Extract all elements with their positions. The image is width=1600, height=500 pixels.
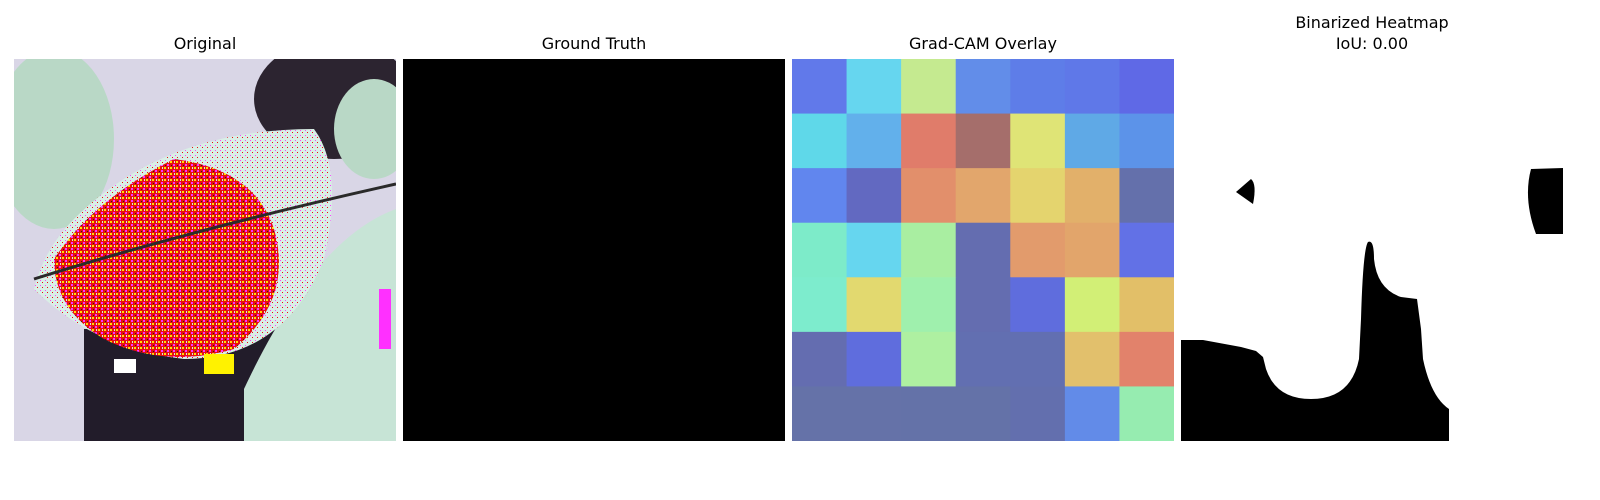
heatmap-cell bbox=[1064, 277, 1120, 333]
heatmap-cell bbox=[1119, 277, 1174, 333]
heatmap-cell bbox=[955, 277, 1011, 333]
panel-binarized: Binarized Heatmap IoU: 0.00 bbox=[1181, 0, 1563, 500]
gradcam-heatmap bbox=[792, 59, 1174, 441]
heatmap-cell bbox=[846, 331, 902, 387]
heatmap-cell bbox=[1119, 168, 1174, 224]
heatmap-cell bbox=[846, 168, 902, 224]
heatmap-cell bbox=[1010, 386, 1066, 441]
heatmap-cell bbox=[846, 386, 902, 441]
heatmap-cell bbox=[846, 113, 902, 169]
heatmap-cell bbox=[1119, 113, 1174, 169]
iou-label: IoU: 0.00 bbox=[1335, 34, 1409, 53]
panel-title: Grad-CAM Overlay bbox=[909, 34, 1057, 53]
heatmap-cell bbox=[1064, 331, 1120, 387]
panel-title: Binarized Heatmap bbox=[1295, 13, 1449, 32]
heatmap-cell bbox=[955, 331, 1011, 387]
heatmap-cell bbox=[1119, 222, 1174, 278]
heatmap-cell bbox=[792, 168, 848, 224]
heatmap-cell bbox=[792, 386, 848, 441]
heatmap-cell bbox=[901, 277, 957, 333]
heatmap-cell bbox=[792, 222, 848, 278]
heatmap-cell bbox=[955, 168, 1011, 224]
heatmap-cell bbox=[901, 168, 957, 224]
heatmap-cell bbox=[846, 277, 902, 333]
original-image bbox=[14, 59, 396, 441]
heatmap-cell bbox=[1010, 168, 1066, 224]
heatmap-cell bbox=[901, 59, 957, 115]
heatmap-cell bbox=[955, 113, 1011, 169]
heatmap-cell bbox=[1010, 222, 1066, 278]
heatmap-cell bbox=[792, 277, 848, 333]
heatmap-cell bbox=[1064, 168, 1120, 224]
panel-title: Original bbox=[173, 34, 237, 53]
heatmap-cell bbox=[901, 331, 957, 387]
heatmap-cell bbox=[1064, 59, 1120, 115]
heatmap-cell bbox=[1010, 59, 1066, 115]
heatmap-cell bbox=[1119, 59, 1174, 115]
binarized-heatmap-image bbox=[1181, 59, 1563, 441]
heatmap-cell bbox=[846, 59, 902, 115]
heatmap-cell bbox=[792, 59, 848, 115]
heatmap-cell bbox=[1010, 113, 1066, 169]
heatmap-cell bbox=[1010, 331, 1066, 387]
heatmap-cell bbox=[1064, 113, 1120, 169]
ground-truth-mask bbox=[403, 59, 785, 441]
heatmap-cell bbox=[955, 222, 1011, 278]
heatmap-cell bbox=[1064, 386, 1120, 441]
binarized-mask bbox=[1181, 59, 1563, 441]
heatmap-cell bbox=[1119, 386, 1174, 441]
heatmap-cell bbox=[901, 113, 957, 169]
heatmap-cell bbox=[1119, 331, 1174, 387]
heatmap-cell bbox=[901, 222, 957, 278]
heatmap-cell bbox=[1010, 277, 1066, 333]
panel-title: Ground Truth bbox=[541, 34, 647, 53]
heatmap-cell bbox=[955, 386, 1011, 441]
heatmap-cell bbox=[1064, 222, 1120, 278]
leaf-photo bbox=[14, 59, 396, 441]
heatmap-cell bbox=[792, 331, 848, 387]
heatmap-cell bbox=[846, 222, 902, 278]
heatmap-cell bbox=[792, 113, 848, 169]
panel-original: Original bbox=[14, 0, 396, 500]
panel-ground-truth: Ground Truth bbox=[403, 0, 785, 500]
panel-gradcam: Grad-CAM Overlay bbox=[792, 0, 1174, 500]
gradcam-overlay-image bbox=[792, 59, 1174, 441]
heatmap-cell bbox=[901, 386, 957, 441]
heatmap-cell bbox=[955, 59, 1011, 115]
